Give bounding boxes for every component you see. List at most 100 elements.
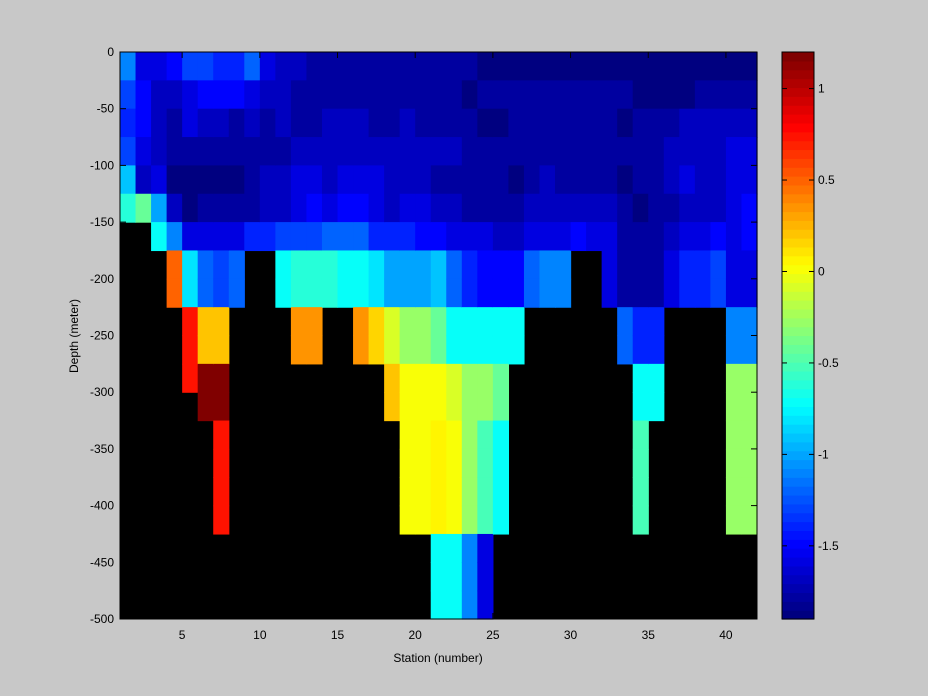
heatmap-cell xyxy=(632,193,649,223)
colorbar-segment xyxy=(782,432,814,443)
heatmap-cell xyxy=(275,137,292,166)
heatmap-cell xyxy=(415,250,432,280)
y-tick-label: -350 xyxy=(90,442,114,456)
heatmap-cell xyxy=(337,80,354,110)
heatmap-cell xyxy=(648,193,665,223)
heatmap-cell xyxy=(679,193,696,223)
heatmap-cell xyxy=(555,137,572,166)
heatmap-cell xyxy=(725,307,743,337)
heatmap-cell xyxy=(477,278,494,308)
heatmap-cell xyxy=(151,108,168,138)
heatmap-cell xyxy=(694,193,711,223)
heatmap-cell xyxy=(430,335,447,365)
x-tick-label: 5 xyxy=(179,628,186,642)
y-tick-label: -200 xyxy=(90,272,114,286)
heatmap-cell xyxy=(228,137,245,166)
heatmap-cell xyxy=(384,80,401,110)
colorbar-tick-label: 1 xyxy=(818,82,825,96)
heatmap-cell xyxy=(213,222,230,252)
heatmap-cell xyxy=(244,193,261,223)
heatmap-cell xyxy=(508,108,525,138)
heatmap-cell xyxy=(601,278,618,308)
colorbar-segment xyxy=(782,140,814,151)
heatmap-cell xyxy=(306,307,323,337)
heatmap-cell xyxy=(244,137,261,166)
colorbar-segment xyxy=(782,105,814,115)
heatmap-cell xyxy=(492,165,510,195)
heatmap-cell xyxy=(321,222,339,252)
heatmap-cell xyxy=(461,250,478,280)
heatmap-cell xyxy=(570,108,587,138)
heatmap-cell xyxy=(166,108,183,138)
colorbar-segment xyxy=(782,167,814,177)
heatmap-cell xyxy=(399,363,416,393)
plot-area: 5 10 15 20 25 30 35 40 0 -50 -100 -150 -200 -250 -300… xyxy=(67,45,758,665)
heatmap-cell xyxy=(461,562,478,592)
heatmap-cell xyxy=(617,250,634,280)
heatmap-cell xyxy=(399,278,416,308)
heatmap-cell xyxy=(461,222,478,252)
heatmap-cell xyxy=(213,108,230,138)
heatmap-cell xyxy=(461,335,478,365)
heatmap-cell xyxy=(197,137,214,166)
heatmap-cell xyxy=(337,52,354,81)
y-tick-label: -100 xyxy=(90,158,114,172)
heatmap-cell xyxy=(725,505,743,535)
heatmap-cell xyxy=(508,278,525,308)
heatmap-cell xyxy=(555,193,572,223)
heatmap-cell xyxy=(539,108,556,138)
heatmap-cell xyxy=(586,165,603,195)
colorbar-segment xyxy=(782,60,814,71)
colorbar-segment xyxy=(782,220,814,230)
heatmap-cell xyxy=(182,165,199,195)
heatmap-cell xyxy=(741,165,758,195)
heatmap-cell xyxy=(446,80,463,110)
heatmap-cell xyxy=(725,165,743,195)
heatmap-cell xyxy=(632,108,649,138)
heatmap-cell xyxy=(523,278,541,308)
colorbar-segment xyxy=(782,211,814,221)
heatmap-cell xyxy=(182,137,199,166)
heatmap-cell xyxy=(415,335,432,365)
heatmap-cell xyxy=(508,80,525,110)
heatmap-cell xyxy=(725,278,743,308)
x-tick-label: 30 xyxy=(564,628,578,642)
heatmap-cell xyxy=(601,108,618,138)
heatmap-cell xyxy=(166,165,183,195)
colorbar-segment xyxy=(782,193,814,204)
heatmap-cell xyxy=(725,222,743,252)
colorbar-segment xyxy=(782,131,814,142)
heatmap-cell xyxy=(399,392,416,422)
heatmap-cell xyxy=(430,278,447,308)
heatmap-cell xyxy=(415,278,432,308)
heatmap-cell xyxy=(430,448,447,478)
heatmap-cell xyxy=(539,165,556,195)
heatmap-cell xyxy=(430,250,447,280)
heatmap-cell xyxy=(555,222,572,252)
heatmap-cell xyxy=(182,250,199,280)
heatmap-cell xyxy=(632,80,649,110)
heatmap-cell xyxy=(523,52,541,81)
heatmap-cell xyxy=(197,80,214,110)
heatmap-cell xyxy=(446,363,463,393)
heatmap-cell xyxy=(632,363,649,393)
heatmap-cell xyxy=(477,420,494,450)
heatmap-cell xyxy=(306,137,323,166)
heatmap-cell xyxy=(632,222,649,252)
y-axis-label: Depth (meter) xyxy=(67,299,81,373)
heatmap-cell xyxy=(477,533,494,563)
heatmap-cell xyxy=(228,108,245,138)
heatmap-cell xyxy=(166,278,183,308)
heatmap-cell xyxy=(120,52,137,81)
heatmap-cell xyxy=(290,250,308,280)
heatmap-cell xyxy=(321,137,339,166)
colorbar-segment xyxy=(782,521,814,532)
heatmap-cell xyxy=(197,165,214,195)
heatmap-cell xyxy=(197,222,214,252)
heatmap-cell xyxy=(368,222,385,252)
heatmap-cell xyxy=(353,335,370,365)
heatmap-cell xyxy=(663,108,680,138)
heatmap-cell xyxy=(213,420,230,450)
heatmap-cell xyxy=(415,392,432,422)
heatmap-cell xyxy=(384,392,401,422)
